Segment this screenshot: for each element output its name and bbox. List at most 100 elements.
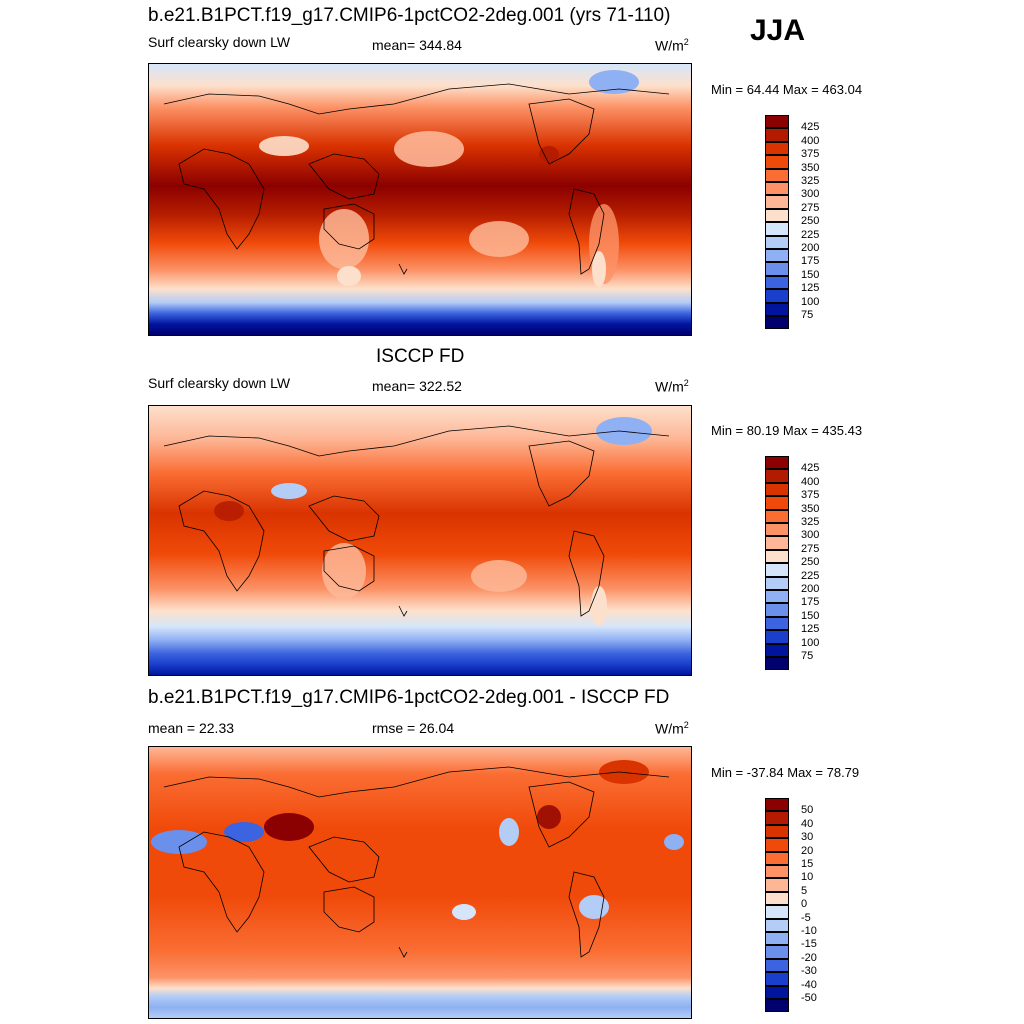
colorbar-tick-label: 150 (801, 609, 820, 622)
panel3-field (149, 747, 691, 1018)
panel1-field (149, 64, 691, 335)
colorbar-swatch (765, 865, 789, 879)
colorbar-tick-label: -5 (801, 911, 811, 924)
colorbar-swatch (765, 838, 789, 852)
colorbar-tick-label: -50 (801, 992, 817, 1004)
colorbar-tick-label: 10 (801, 871, 814, 884)
colorbar-swatch (765, 985, 789, 999)
colorbar-swatch (765, 657, 789, 671)
colorbar-tick-label: 250 (801, 215, 820, 228)
colorbar-tick-label: 75 (801, 309, 814, 321)
colorbar-swatch (765, 630, 789, 644)
colorbar-swatch (765, 235, 789, 249)
colorbar-swatch (765, 289, 789, 303)
colorbar-swatch (765, 643, 789, 657)
colorbar-tick-label: 275 (801, 542, 820, 555)
colorbar-swatch (765, 536, 789, 550)
colorbar-swatch (765, 155, 789, 169)
panel2-variable-label: Surf clearsky down LW (148, 375, 291, 391)
colorbar-tick-label: 50 (801, 804, 814, 817)
colorbar-swatch (765, 249, 789, 263)
colorbar-swatch (765, 563, 789, 577)
colorbar-tick-label: 30 (801, 831, 814, 844)
colorbar-swatch (765, 469, 789, 483)
colorbar-tick-label: 0 (801, 898, 808, 911)
colorbar-swatch (765, 851, 789, 865)
colorbar-tick-label: 300 (801, 188, 820, 201)
colorbar-tick-label: 425 (801, 462, 820, 475)
colorbar-tick-label: 325 (801, 175, 820, 187)
colorbar-swatch (765, 616, 789, 631)
panel3-title: b.e21.B1PCT.f19_g17.CMIP6-1pctCO2-2deg.0… (148, 687, 670, 708)
colorbar-tick-label: 225 (801, 228, 820, 241)
colorbar-tick-label: 125 (801, 623, 820, 636)
colorbar-swatch (765, 918, 789, 932)
colorbar-swatch (765, 523, 789, 537)
panel2-title: ISCCP FD (376, 346, 465, 367)
colorbar-tick-label: 5 (801, 884, 808, 897)
colorbar-tick-label: 150 (801, 268, 820, 281)
panel2-map (148, 405, 692, 676)
colorbar-swatch (765, 275, 789, 290)
colorbar-tick-label: 350 (801, 502, 820, 515)
colorbar-swatch (765, 972, 789, 986)
colorbar-swatch (765, 195, 789, 209)
colorbar-tick-label: 40 (801, 817, 814, 830)
colorbar-swatch (765, 182, 789, 196)
colorbar-tick-label: 275 (801, 201, 820, 214)
colorbar-swatch (765, 208, 789, 223)
panel2-units: W/m2 (655, 378, 689, 395)
colorbar-tick-label: 175 (801, 596, 820, 609)
colorbar-swatch (765, 958, 789, 973)
panel3-units: W/m2 (655, 720, 689, 737)
colorbar-tick-label: 225 (801, 569, 820, 582)
colorbar-swatch (765, 302, 789, 316)
colorbar-tick-label: 300 (801, 529, 820, 542)
colorbar-tick-label: -15 (801, 938, 817, 951)
colorbar-swatch (765, 496, 789, 510)
colorbar-swatch (765, 945, 789, 959)
colorbar-swatch (765, 824, 789, 839)
colorbar-tick-label: 250 (801, 556, 820, 569)
colorbar-tick-label: 200 (801, 242, 820, 254)
panel1-mean-label: mean= 344.84 (372, 37, 462, 53)
panel3-mean-label: mean = 22.33 (148, 720, 235, 736)
colorbar-tick-label: 20 (801, 844, 814, 857)
colorbar-tick-label: -40 (801, 978, 817, 991)
colorbar-swatch (765, 603, 789, 617)
panel1-colorbar: 425 400 375 350 325 300 275 250 225 200 175 150 125 1… (765, 115, 845, 330)
colorbar-tick-label: -20 (801, 951, 817, 964)
colorbar-swatch (765, 168, 789, 182)
season-label: JJA (750, 14, 806, 47)
colorbar-swatch (765, 999, 789, 1013)
panel1-title: b.e21.B1PCT.f19_g17.CMIP6-1pctCO2-2deg.0… (148, 5, 671, 26)
colorbar-tick-label: 325 (801, 516, 820, 528)
colorbar-tick-label: 15 (801, 858, 814, 870)
colorbar-swatch (765, 222, 789, 236)
colorbar-swatch (765, 878, 789, 892)
colorbar-swatch (765, 316, 789, 330)
colorbar-tick-label: 100 (801, 295, 820, 308)
colorbar-swatch (765, 891, 789, 906)
colorbar-swatch (765, 932, 789, 946)
panel2-mean-label: mean= 322.52 (372, 378, 462, 394)
panel1-minmax: Min = 64.44 Max = 463.04 (711, 82, 863, 97)
panel2-colorbar: 425 400 375 350 325 300 275 250 225 200 175 150 125 1… (765, 456, 845, 671)
colorbar-swatch (765, 141, 789, 156)
colorbar-swatch (765, 456, 789, 470)
colorbar-swatch (765, 262, 789, 276)
colorbar-tick-label: 400 (801, 475, 820, 488)
panel2-field (149, 406, 691, 675)
colorbar-swatch (765, 549, 789, 564)
panel2-minmax: Min = 80.19 Max = 435.43 (711, 423, 863, 438)
colorbar-swatch (765, 576, 789, 590)
colorbar-tick-label: 100 (801, 636, 820, 649)
colorbar-tick-label: 200 (801, 583, 820, 595)
colorbar-tick-label: 75 (801, 650, 814, 662)
panel3-minmax: Min = -37.84 Max = 78.79 (711, 765, 860, 780)
colorbar-swatch (765, 811, 789, 825)
colorbar-swatch (765, 482, 789, 497)
panel3-rmse-label: rmse = 26.04 (372, 720, 455, 736)
panel1-variable-label: Surf clearsky down LW (148, 34, 291, 50)
colorbar-swatch (765, 115, 789, 129)
